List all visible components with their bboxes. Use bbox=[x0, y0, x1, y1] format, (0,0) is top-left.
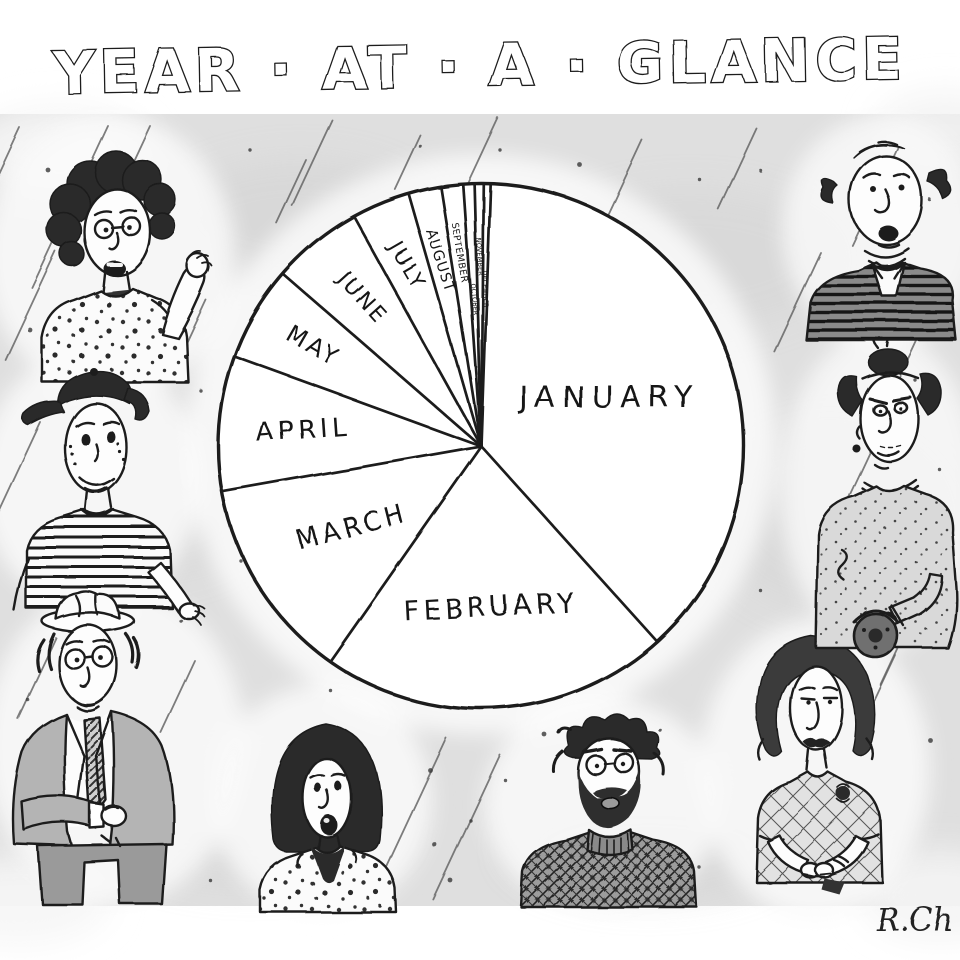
ink-speck bbox=[927, 737, 933, 743]
hand bbox=[185, 252, 211, 280]
ink-speck bbox=[468, 818, 472, 822]
hatch-stroke bbox=[275, 159, 307, 224]
round-glasses bbox=[585, 752, 635, 776]
slice-boundary bbox=[220, 444, 483, 494]
ink-speck bbox=[427, 767, 433, 773]
figure-woman-topknot-purse bbox=[814, 331, 958, 660]
mouth bbox=[600, 796, 620, 810]
ink-speck bbox=[577, 162, 583, 168]
double-chin bbox=[862, 246, 910, 267]
slice-boundary bbox=[328, 444, 483, 663]
ink-speck bbox=[328, 688, 332, 692]
slice-boundary bbox=[352, 214, 483, 448]
ink-speck bbox=[938, 468, 942, 472]
slice-boundary bbox=[479, 181, 485, 448]
ink-speck bbox=[198, 388, 202, 392]
shirt-v bbox=[870, 260, 906, 298]
trousers bbox=[36, 842, 168, 906]
ink-speck bbox=[758, 588, 762, 592]
figure-man-striped-sweater bbox=[804, 140, 958, 342]
face bbox=[301, 757, 353, 839]
ink-speck bbox=[698, 178, 702, 182]
ink-speck bbox=[698, 866, 702, 870]
slice-boundary bbox=[472, 181, 483, 448]
hat-crown bbox=[54, 590, 122, 621]
ink-speck bbox=[27, 327, 33, 333]
brooch bbox=[837, 787, 851, 801]
ink-speck bbox=[498, 148, 502, 152]
hand bbox=[100, 804, 128, 828]
figure-woman-black-bob bbox=[258, 723, 398, 914]
figure-man-backwards-cap bbox=[12, 368, 205, 625]
figure-man-beard bbox=[519, 713, 699, 909]
side-hair bbox=[35, 632, 141, 673]
held-object bbox=[821, 878, 844, 894]
earring bbox=[852, 444, 860, 452]
ink-speck bbox=[658, 728, 662, 732]
face bbox=[848, 154, 924, 246]
pie-label-november: NOVEMBER bbox=[474, 238, 484, 276]
hatch-stroke bbox=[431, 754, 501, 900]
hatch-stroke bbox=[4, 251, 57, 361]
striped-sweater bbox=[804, 260, 958, 342]
shirt-cuff bbox=[88, 801, 106, 830]
figure-man-hat-watch bbox=[11, 590, 175, 906]
hatch-stroke bbox=[159, 659, 195, 733]
sleeve bbox=[888, 572, 944, 626]
pie-chart: JANUARYFEBRUARYMARCHAPRILMAYJUNEJULYAUGU… bbox=[216, 181, 746, 711]
purse-clasp bbox=[869, 629, 883, 643]
slice-boundary bbox=[438, 184, 483, 448]
slice-boundary bbox=[232, 354, 483, 448]
hatch-stroke bbox=[463, 117, 499, 191]
slice-boundary bbox=[407, 191, 483, 448]
ink-speck bbox=[928, 198, 932, 202]
open-mouth bbox=[320, 815, 338, 835]
ink-speck bbox=[542, 732, 548, 738]
hatch-stroke bbox=[772, 251, 821, 352]
round-glasses bbox=[63, 645, 115, 671]
mustache bbox=[592, 787, 627, 798]
page-title: YEAR · AT · A · GLANCE bbox=[52, 25, 907, 108]
pie-label-october: OCTOBER bbox=[469, 283, 480, 316]
pie-label-december: DECEMBER bbox=[480, 270, 489, 307]
pie-label-april: APRIL bbox=[255, 412, 351, 448]
face bbox=[788, 664, 844, 752]
tiny-glasses bbox=[871, 400, 908, 416]
slice-boundary bbox=[479, 444, 659, 643]
hatch-stroke bbox=[393, 134, 421, 190]
ink-speck bbox=[447, 877, 453, 883]
ink-speck bbox=[178, 618, 182, 622]
ink-speck bbox=[26, 698, 30, 702]
pie-slice-lines bbox=[220, 181, 659, 663]
ink-speck bbox=[913, 378, 917, 382]
freckles bbox=[68, 442, 126, 466]
ink-speck bbox=[238, 558, 242, 562]
figure-woman-shaggy-hair bbox=[754, 635, 884, 894]
pie-label-january: JANUARY bbox=[517, 381, 699, 416]
lips bbox=[803, 738, 830, 748]
curly-hair bbox=[46, 150, 177, 267]
cap-brim bbox=[21, 401, 65, 426]
slice-boundary bbox=[281, 272, 483, 448]
ink-speck bbox=[45, 167, 51, 173]
hatch-stroke bbox=[0, 421, 41, 510]
hatch-stroke bbox=[717, 127, 757, 210]
hatch-stroke bbox=[0, 127, 21, 173]
round-glasses bbox=[92, 215, 142, 239]
slice-boundary bbox=[461, 182, 483, 448]
ink-speck bbox=[758, 168, 762, 172]
dark-kerchief bbox=[310, 844, 346, 883]
ink-speck bbox=[248, 148, 252, 152]
figure-woman-curly-hair bbox=[40, 150, 213, 384]
striped-tee bbox=[24, 508, 174, 610]
ink-speck bbox=[418, 144, 422, 148]
artist-signature: R.Ch bbox=[875, 902, 953, 938]
ink-speck bbox=[432, 842, 438, 848]
ink-speck bbox=[208, 878, 212, 882]
ink-speck bbox=[503, 778, 507, 782]
hatch-stroke bbox=[291, 119, 333, 207]
open-mouth bbox=[878, 225, 898, 241]
